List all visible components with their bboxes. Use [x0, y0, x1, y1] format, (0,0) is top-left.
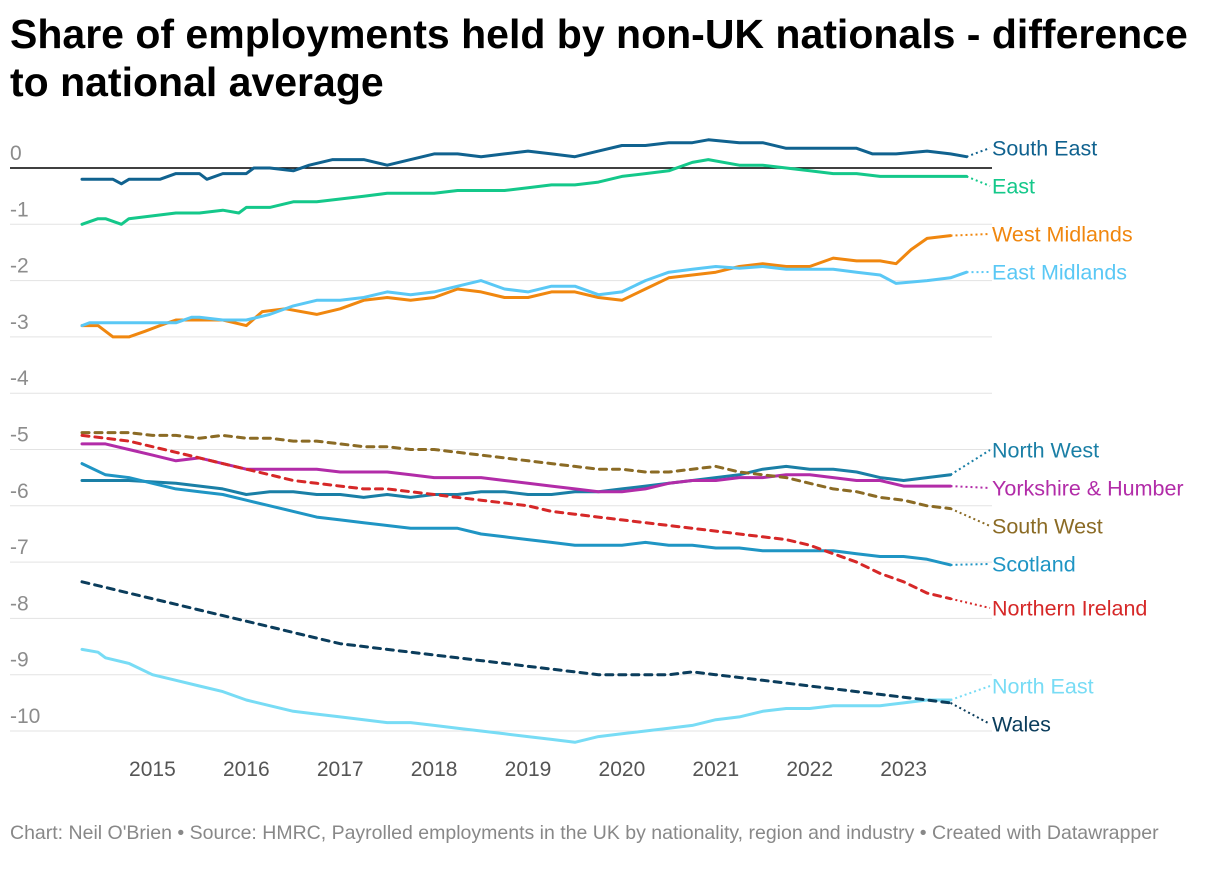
x-tick-label: 2022 — [786, 758, 833, 781]
footer-separator: • — [919, 822, 927, 844]
series-line-wales — [80, 580, 952, 705]
label-connector-south-west — [950, 507, 991, 527]
chart-source: Source: HMRC, Payrolled employments in t… — [189, 822, 915, 844]
label-connector-scotland — [950, 563, 991, 566]
y-tick-label: 0 — [10, 142, 22, 165]
series-line-scotland — [80, 462, 952, 567]
label-connector-east — [966, 175, 991, 187]
y-tick-label: -10 — [10, 705, 40, 728]
gridlines — [10, 167, 992, 732]
y-tick-label: -1 — [10, 198, 29, 221]
y-tick-label: -8 — [10, 592, 29, 615]
series-line-south-west — [80, 431, 952, 511]
label-connector-south-east — [966, 147, 991, 158]
label-connector-yorkshire-humber — [950, 485, 991, 489]
x-tick-label: 2021 — [692, 758, 739, 781]
y-tick-label: -9 — [10, 649, 29, 672]
series-label-east-midlands: East Midlands — [992, 261, 1127, 285]
series-label-scotland: Scotland — [992, 553, 1076, 577]
series-labels: South East East West Midlands East Midlands… — [992, 137, 1184, 737]
series-label-east: East — [992, 175, 1035, 199]
label-connector-north-west — [949, 449, 991, 476]
series-line-east — [80, 158, 968, 226]
series-label-yorkshire-humber: Yorkshire & Humber — [992, 477, 1184, 501]
x-tick-label: 2016 — [223, 758, 270, 781]
series-line-west-midlands — [80, 234, 952, 339]
x-tick-label: 2019 — [505, 758, 552, 781]
series-label-north-east: North East — [992, 675, 1094, 699]
series-line-east-midlands — [80, 265, 968, 328]
x-tick-label: 2020 — [599, 758, 646, 781]
axis-ticks: 0 -1 -2 -3 -4 -5 -6 -7 -8 -9 -10 2015 2016 2017 2018 20… — [10, 142, 927, 781]
x-tick-label: 2015 — [129, 758, 176, 781]
created-with: Created with Datawrapper — [932, 822, 1159, 844]
chart-credit: Chart: Neil O'Brien — [10, 822, 172, 844]
series-label-south-east: South East — [992, 137, 1097, 161]
series-lines — [80, 138, 991, 744]
y-tick-label: -5 — [10, 424, 29, 447]
series-line-north-west — [80, 464, 952, 499]
x-tick-label: 2018 — [411, 758, 458, 781]
series-label-north-west: North West — [992, 439, 1099, 463]
label-connector-wales — [950, 702, 991, 725]
y-tick-label: -3 — [10, 311, 29, 334]
series-label-wales: Wales — [992, 713, 1051, 737]
y-tick-label: -2 — [10, 255, 29, 278]
chart-title: Share of employments held by non-UK nati… — [10, 11, 1188, 105]
label-connector-northern-ireland — [950, 597, 991, 609]
label-connector-north-east — [950, 685, 991, 701]
series-line-north-east — [80, 647, 952, 744]
series-line-northern-ireland — [80, 433, 952, 601]
label-connector-west-midlands — [950, 233, 991, 237]
x-tick-label: 2017 — [317, 758, 364, 781]
y-tick-label: -4 — [10, 367, 29, 390]
series-label-northern-ireland: Northern Ireland — [992, 597, 1147, 621]
series-label-south-west: South West — [992, 515, 1103, 539]
series-label-west-midlands: West Midlands — [992, 223, 1133, 247]
chart-footer: Chart: Neil O'Brien • Source: HMRC, Payr… — [10, 820, 1190, 847]
y-tick-label: -7 — [10, 536, 29, 559]
y-tick-label: -6 — [10, 480, 29, 503]
series-line-south-east — [80, 138, 968, 186]
x-tick-label: 2023 — [880, 758, 927, 781]
footer-separator: • — [177, 822, 185, 844]
